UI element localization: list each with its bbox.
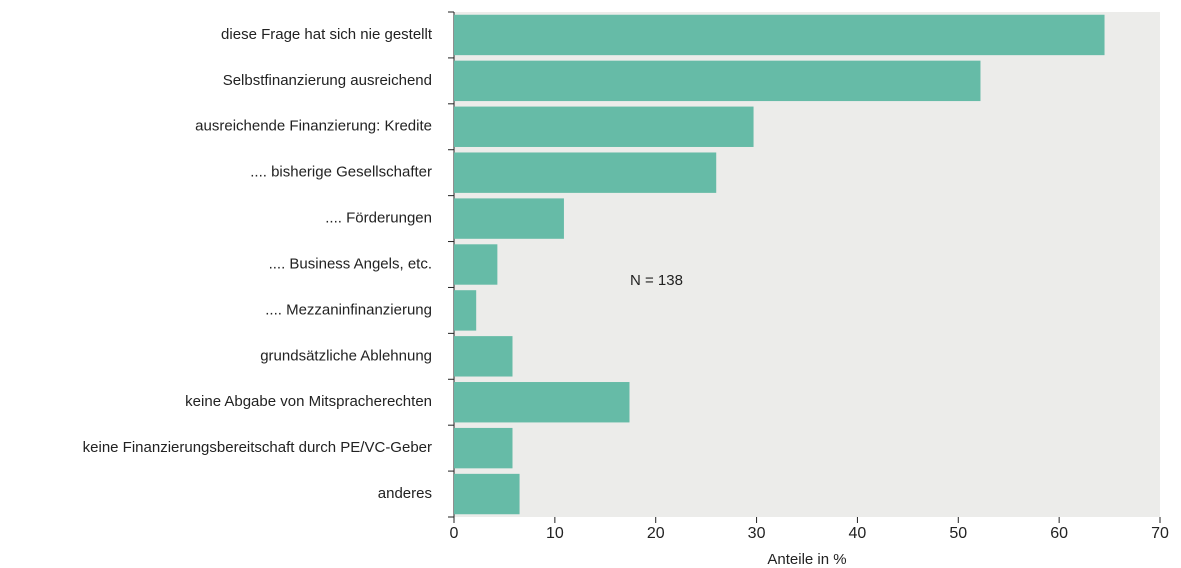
- y-tick-label: .... bisherige Gesellschafter: [250, 164, 432, 181]
- y-tick-label: keine Abgabe von Mitspracherechten: [185, 393, 432, 410]
- y-tick-label: .... Mezzaninfinanzierung: [265, 301, 432, 318]
- bar: [454, 473, 520, 515]
- x-axis-label: Anteile in %: [767, 551, 846, 568]
- bar: [454, 427, 513, 469]
- y-tick-label: grundsätzliche Ablehnung: [260, 347, 432, 364]
- bar: [454, 244, 498, 285]
- x-tick-label: 50: [949, 525, 967, 542]
- x-tick-label: 30: [748, 525, 766, 542]
- annotation: N = 138: [630, 272, 683, 289]
- x-tick-label: 0: [450, 525, 459, 542]
- bar: [454, 60, 981, 102]
- bar: [454, 14, 1105, 56]
- x-tick-label: 70: [1151, 525, 1169, 542]
- y-tick-label: ausreichende Finanzierung: Kredite: [195, 118, 432, 135]
- y-tick-label: keine Finanzierungsbereitschaft durch PE…: [83, 439, 432, 456]
- y-tick-label: Selbstfinanzierung ausreichend: [223, 72, 432, 89]
- bar: [454, 106, 754, 147]
- bar: [454, 152, 717, 193]
- y-tick-label: .... Business Angels, etc.: [269, 255, 432, 272]
- bar: [454, 382, 630, 423]
- y-tick-label: anderes: [378, 485, 432, 502]
- y-tick-label: diese Frage hat sich nie gestellt: [221, 26, 433, 43]
- x-tick-label: 20: [647, 525, 665, 542]
- y-tick-label: .... Förderungen: [325, 210, 432, 227]
- bar: [454, 336, 513, 377]
- x-tick-label: 10: [546, 525, 564, 542]
- x-tick-label: 40: [849, 525, 867, 542]
- bar: [454, 290, 477, 331]
- x-tick-label: 60: [1050, 525, 1068, 542]
- bar: [454, 198, 564, 239]
